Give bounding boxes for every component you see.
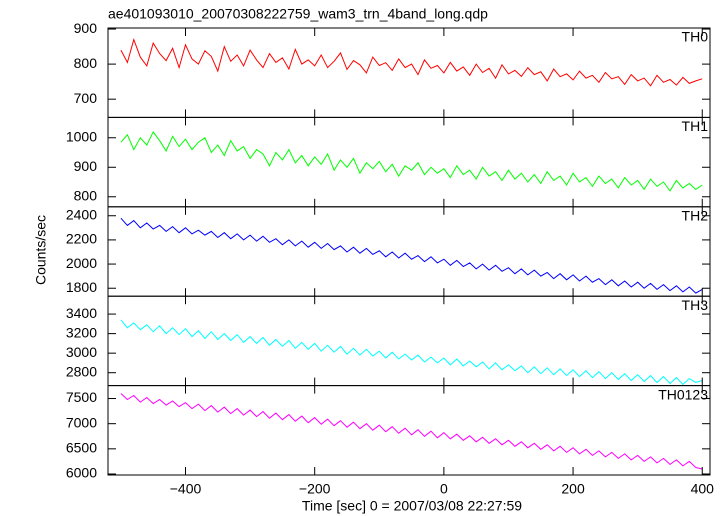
x-tick-label: 0 (440, 481, 448, 497)
series-label: TH0123 (658, 386, 708, 402)
y-tick-label: 3200 (66, 324, 97, 340)
y-tick-label: 1000 (66, 128, 97, 144)
x-tick-label: 200 (561, 481, 585, 497)
panel-frame (107, 27, 711, 118)
y-tick-label: 2400 (66, 206, 97, 222)
y-tick-label: 800 (74, 55, 98, 71)
y-tick-label: 3400 (66, 305, 97, 321)
panel-frame (107, 116, 711, 208)
series-line (120, 217, 703, 294)
y-tick-label: 1800 (66, 279, 97, 295)
y-tick-label: 6000 (66, 465, 97, 481)
panel-frame (107, 385, 711, 476)
y-tick-label: 6500 (66, 440, 97, 456)
x-tick-label: −200 (299, 481, 331, 497)
y-tick-label: 2800 (66, 363, 97, 379)
series-label: TH2 (682, 208, 709, 224)
series-label: TH1 (682, 118, 709, 134)
y-tick-label: 2000 (66, 255, 97, 271)
series-line (120, 393, 703, 470)
y-tick-label: 900 (74, 158, 98, 174)
series-line (120, 37, 703, 87)
y-tick-label: 2200 (66, 231, 97, 247)
y-tick-label: 800 (74, 187, 98, 203)
y-tick-label: 7500 (66, 389, 97, 405)
y-tick-label: 900 (74, 20, 98, 36)
x-tick-label: −400 (170, 481, 202, 497)
series-line (120, 130, 703, 192)
y-tick-label: 700 (74, 90, 98, 106)
y-tick-label: 3000 (66, 344, 97, 360)
series-label: TH0 (682, 29, 709, 45)
chart-title: ae401093010_20070308222759_wam3_trn_4ban… (108, 6, 488, 22)
x-axis-label: Time [sec] 0 = 2007/03/08 22:27:59 (302, 498, 522, 514)
y-axis-label: Counts/sec (33, 215, 49, 285)
panel-frame (107, 206, 711, 297)
series-label: TH3 (682, 297, 709, 313)
series-line (120, 319, 703, 386)
panel-frame (107, 295, 711, 387)
x-tick-label: 400 (691, 481, 715, 497)
y-tick-label: 7000 (66, 414, 97, 430)
